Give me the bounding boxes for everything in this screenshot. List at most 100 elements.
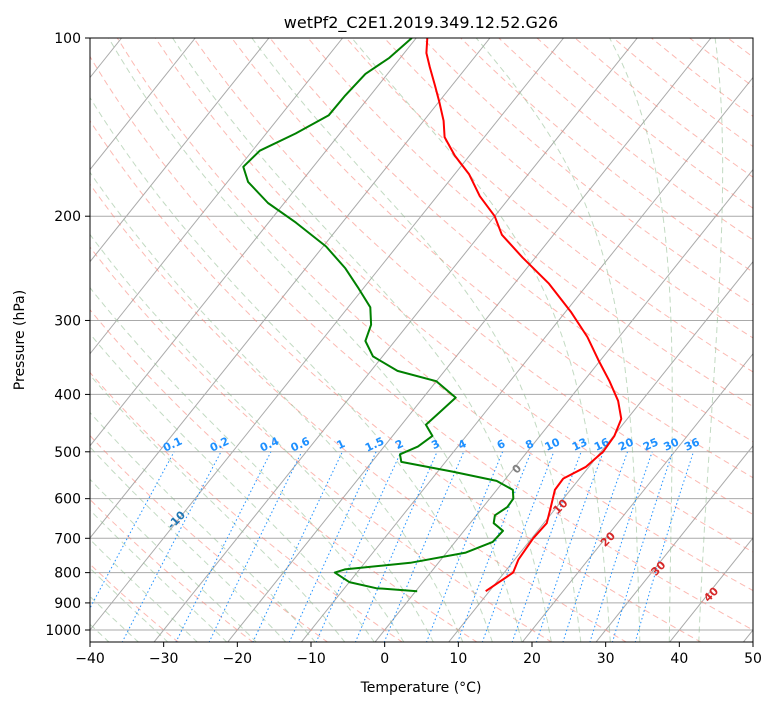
isobar-lines bbox=[90, 38, 753, 631]
isotherm-line bbox=[90, 38, 564, 631]
isotherm-line bbox=[521, 352, 753, 642]
y-tick-label: 100 bbox=[54, 31, 81, 47]
x-tick-label: 0 bbox=[380, 651, 389, 667]
mixing-ratio-line bbox=[175, 451, 272, 642]
chart-title: wetPf2_C2E1.2019.349.12.52.G26 bbox=[284, 13, 558, 33]
mixing-ratio-label: 10 bbox=[543, 435, 563, 453]
dry-adiabat-line bbox=[90, 246, 553, 642]
moist-adiabat-line bbox=[90, 233, 434, 642]
dry-adiabat-line bbox=[90, 371, 404, 642]
mixing-ratio-line bbox=[383, 451, 465, 642]
mixing-ratio-label: 36 bbox=[682, 435, 702, 453]
mixing-ratio-label: 20 bbox=[616, 435, 636, 453]
mixing-ratio-lines bbox=[90, 451, 694, 642]
dry-adiabat-line bbox=[383, 38, 753, 339]
x-tick-label: 30 bbox=[597, 651, 615, 667]
mixing-ratio-line bbox=[562, 451, 628, 642]
y-tick-label: 400 bbox=[54, 387, 81, 403]
y-axis-ticks: 100 200 300 400 500 600 700 800 900 1000 bbox=[45, 31, 90, 639]
moist-adiabat-line bbox=[698, 38, 724, 642]
moist-adiabat-line bbox=[90, 374, 346, 642]
isotherm-line bbox=[227, 38, 712, 642]
profile-line bbox=[425, 38, 623, 593]
mixing-ratio-line bbox=[634, 451, 694, 642]
x-axis-label: Temperature (°C) bbox=[360, 680, 482, 696]
moist-adiabat-line bbox=[90, 567, 169, 642]
moist-adiabat-line bbox=[90, 538, 198, 642]
y-tick-label: 600 bbox=[54, 492, 81, 508]
mixing-ratio-label: 13 bbox=[570, 436, 589, 454]
moist-adiabat-line bbox=[90, 595, 140, 642]
x-tick-label: 20 bbox=[523, 651, 541, 667]
moist-adiabat-line bbox=[90, 478, 257, 642]
profile-series bbox=[242, 38, 623, 593]
moist-adiabat-line bbox=[90, 509, 228, 642]
y-tick-label: 300 bbox=[54, 313, 81, 329]
mixing-ratio-label: 16 bbox=[592, 435, 612, 453]
plot-area: 0.10.20.40.611.52346810131620253036-100-… bbox=[90, 38, 753, 642]
isotherm-line bbox=[90, 38, 491, 539]
x-tick-label: 40 bbox=[670, 651, 688, 667]
x-tick-label: −30 bbox=[149, 651, 179, 667]
dry-adiabat-line bbox=[90, 55, 753, 631]
y-tick-label: 700 bbox=[54, 531, 81, 547]
moist-adiabat-line bbox=[609, 38, 673, 642]
x-tick-label: −10 bbox=[296, 651, 326, 667]
mixing-ratio-line bbox=[426, 451, 504, 642]
isotherm-line bbox=[90, 38, 417, 447]
x-tick-label: 50 bbox=[744, 651, 762, 667]
dry-adiabat-line bbox=[154, 38, 753, 553]
mixing-ratio-line bbox=[611, 451, 674, 642]
isotherm-lines bbox=[90, 38, 753, 642]
y-tick-label: 800 bbox=[54, 566, 81, 582]
moist-adiabat-line bbox=[90, 96, 493, 642]
mixing-ratio-line bbox=[535, 451, 604, 642]
isotherm-line bbox=[90, 38, 343, 355]
x-axis-ticks: −40 −30 −20 −10 0 10 20 30 40 50 bbox=[75, 642, 762, 667]
moist-adiabat-line bbox=[90, 286, 405, 642]
mixing-ratio-line bbox=[481, 451, 555, 642]
moist-adiabat-line bbox=[351, 38, 611, 642]
moist-adiabat-line bbox=[251, 38, 582, 642]
dry-adiabat-line bbox=[90, 563, 179, 642]
isotherm-line bbox=[90, 38, 196, 171]
moist-adiabat-lines bbox=[90, 38, 724, 642]
isotherm-line bbox=[595, 445, 753, 642]
isotherm-line bbox=[448, 260, 753, 642]
mixing-ratio-line bbox=[589, 451, 653, 642]
mixing-ratio-label: 30 bbox=[662, 435, 682, 453]
dry-adiabat-line bbox=[90, 434, 329, 642]
y-tick-label: 1000 bbox=[45, 623, 81, 639]
dry-adiabat-line bbox=[90, 308, 478, 642]
y-tick-label: 500 bbox=[54, 445, 81, 461]
mixing-ratio-line bbox=[90, 451, 175, 610]
moist-adiabat-line bbox=[90, 171, 464, 642]
dry-adiabat-line bbox=[345, 38, 753, 373]
dry-adiabat-line bbox=[90, 183, 628, 642]
isotherm-line bbox=[374, 168, 753, 642]
moist-adiabat-line bbox=[475, 38, 641, 642]
y-axis-label: Pressure (hPa) bbox=[12, 290, 28, 390]
isotherm-line bbox=[153, 38, 638, 642]
mixing-ratio-label: 25 bbox=[641, 435, 660, 453]
isotherm-line bbox=[669, 537, 753, 642]
mixing-ratio-line bbox=[511, 451, 582, 642]
mixing-ratio-line bbox=[315, 451, 402, 642]
plot-frame bbox=[89, 37, 754, 643]
dry-adiabat-line bbox=[307, 38, 753, 408]
dry-adiabat-line bbox=[116, 38, 753, 592]
x-tick-label: −20 bbox=[223, 651, 253, 667]
x-tick-label: −40 bbox=[75, 651, 105, 667]
x-tick-label: 10 bbox=[449, 651, 467, 667]
y-tick-label: 200 bbox=[54, 209, 81, 225]
isopleth-labels: 0.10.20.40.611.52346810131620253036-100-… bbox=[161, 434, 721, 604]
mixing-ratio-line bbox=[457, 451, 532, 642]
profile-line bbox=[242, 38, 515, 593]
isotherm-line bbox=[90, 38, 270, 263]
y-tick-label: 900 bbox=[54, 596, 81, 612]
moist-adiabat-line bbox=[108, 38, 523, 642]
moist-adiabat-line bbox=[90, 446, 287, 642]
moist-adiabat-line bbox=[90, 333, 375, 642]
